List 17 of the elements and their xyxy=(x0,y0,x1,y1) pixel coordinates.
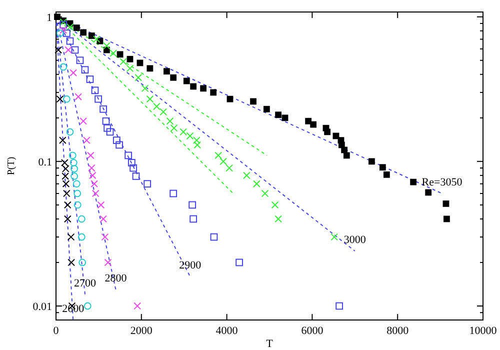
series-label: 3000 xyxy=(344,234,366,246)
x-axis-title: T xyxy=(266,338,274,350)
x-tick-label: 6000 xyxy=(301,325,324,337)
series-label: 2900 xyxy=(179,259,202,272)
x-tick-label: 2000 xyxy=(130,325,153,337)
y-tick-label: 0.1 xyxy=(38,156,52,168)
y-tick-label: 1 xyxy=(46,12,52,24)
x-tick-label: 4000 xyxy=(216,325,238,337)
x-tick-label: 10000 xyxy=(469,325,498,337)
series-label: 2700 xyxy=(74,278,97,290)
series-label: 2800 xyxy=(104,272,128,285)
y-axis-title: P(T) xyxy=(6,156,17,176)
x-tick-label: 8000 xyxy=(386,325,410,337)
series-label: Re=3050 xyxy=(422,176,463,188)
series-label: 2600 xyxy=(62,303,85,315)
x-tick-label: 0 xyxy=(53,325,60,337)
y-tick-label: 0.01 xyxy=(32,300,52,313)
